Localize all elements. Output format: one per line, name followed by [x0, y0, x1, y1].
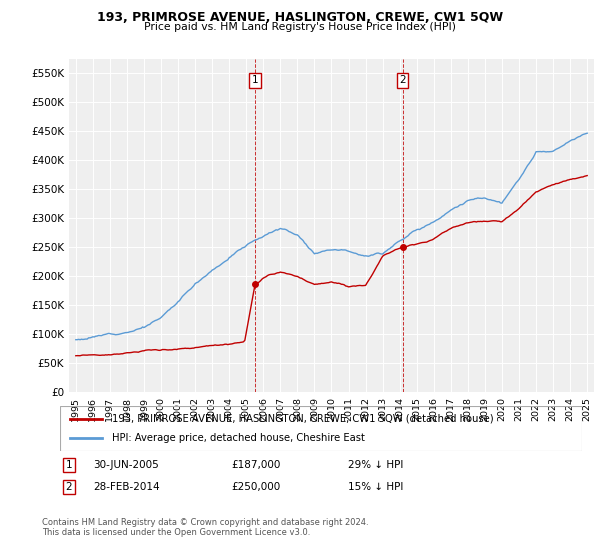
Text: 1: 1: [65, 460, 73, 470]
Text: £250,000: £250,000: [231, 482, 280, 492]
Text: 193, PRIMROSE AVENUE, HASLINGTON, CREWE, CW1 5QW (detached house): 193, PRIMROSE AVENUE, HASLINGTON, CREWE,…: [112, 413, 494, 423]
Text: 28-FEB-2014: 28-FEB-2014: [93, 482, 160, 492]
Text: Price paid vs. HM Land Registry's House Price Index (HPI): Price paid vs. HM Land Registry's House …: [144, 22, 456, 32]
Text: 193, PRIMROSE AVENUE, HASLINGTON, CREWE, CW1 5QW: 193, PRIMROSE AVENUE, HASLINGTON, CREWE,…: [97, 11, 503, 24]
Text: HPI: Average price, detached house, Cheshire East: HPI: Average price, detached house, Ches…: [112, 433, 365, 444]
Text: £187,000: £187,000: [231, 460, 280, 470]
Text: Contains HM Land Registry data © Crown copyright and database right 2024.
This d: Contains HM Land Registry data © Crown c…: [42, 518, 368, 538]
Text: 15% ↓ HPI: 15% ↓ HPI: [348, 482, 403, 492]
Text: 1: 1: [251, 76, 258, 86]
Text: 2: 2: [65, 482, 73, 492]
Text: 2: 2: [399, 76, 406, 86]
Text: 30-JUN-2005: 30-JUN-2005: [93, 460, 159, 470]
Text: 29% ↓ HPI: 29% ↓ HPI: [348, 460, 403, 470]
